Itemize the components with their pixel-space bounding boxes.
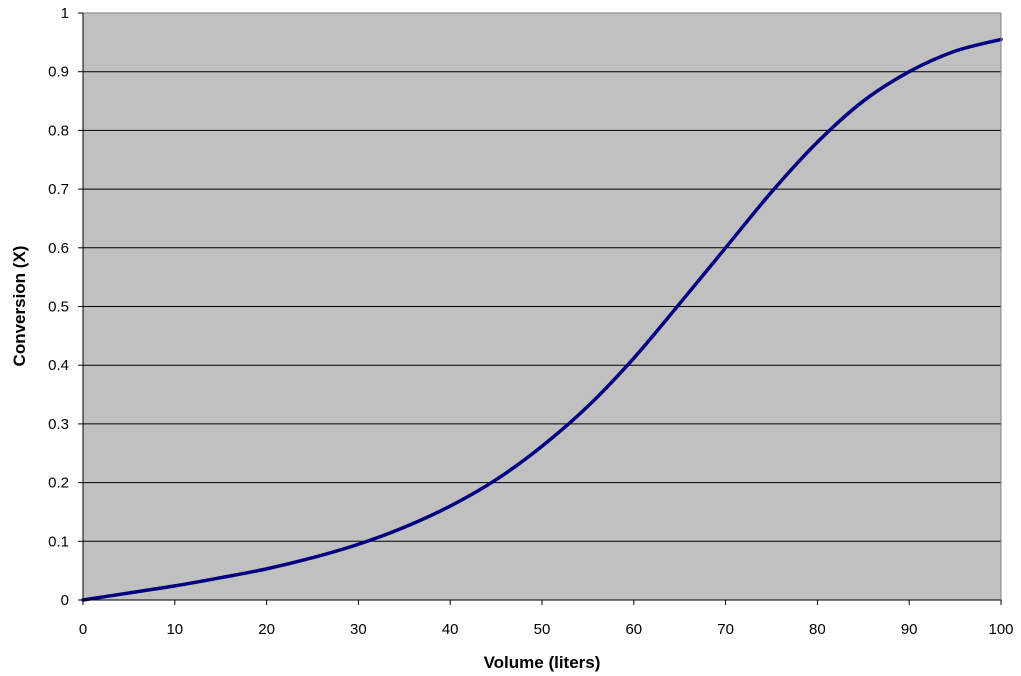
- y-axis: 0 0.1 0.2 0.3 0.4 0.5 0.6 0.7 0.8 0.9 1: [48, 5, 84, 609]
- y-axis-title: Conversion (X): [10, 246, 29, 367]
- series-line: [81, 37, 1003, 602]
- y-tick-label: 1: [61, 5, 69, 22]
- x-tick-label: 10: [166, 621, 183, 638]
- x-tick-label: 60: [625, 621, 642, 638]
- x-tick-label: 90: [901, 621, 918, 638]
- y-tick-label: 0.2: [48, 475, 69, 492]
- y-tick-label: 0.9: [48, 64, 69, 81]
- y-tick-label: 0.1: [48, 533, 69, 550]
- y-tick-label: 0.3: [48, 416, 69, 433]
- x-tick-label: 30: [350, 621, 367, 638]
- x-tick-label: 50: [534, 621, 551, 638]
- y-tick-label: 0.4: [48, 357, 69, 374]
- x-tick-label: 0: [79, 621, 87, 638]
- y-tick-label: 0: [61, 592, 69, 609]
- y-tick-label: 0.5: [48, 299, 69, 316]
- series-layer: [81, 37, 1003, 602]
- y-tick-label: 0.8: [48, 122, 69, 139]
- x-tick-label: 40: [442, 621, 459, 638]
- x-axis: 0 10 20 30 40 50 60 70 80 90 100: [79, 599, 1014, 638]
- gridlines: [83, 71, 1001, 542]
- x-axis-title: Volume (liters): [484, 653, 601, 672]
- x-tick-label: 80: [809, 621, 826, 638]
- y-tick-label: 0.6: [48, 240, 69, 257]
- x-tick-label: 20: [258, 621, 275, 638]
- x-tick-label: 70: [717, 621, 734, 638]
- x-tick-label: 100: [988, 621, 1013, 638]
- y-tick-label: 0.7: [48, 181, 69, 198]
